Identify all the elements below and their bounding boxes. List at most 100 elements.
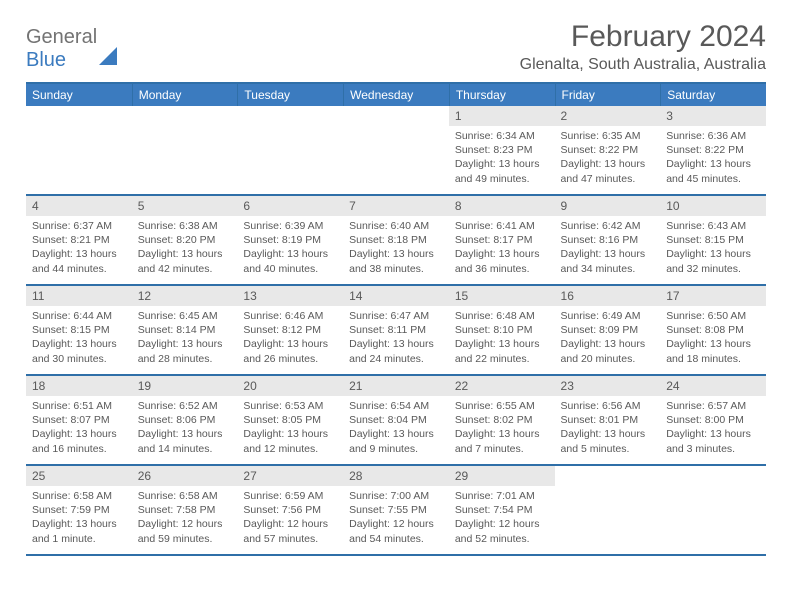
- day-number: 10: [660, 196, 766, 216]
- calendar-week-row: 1Sunrise: 6:34 AMSunset: 8:23 PMDaylight…: [26, 106, 766, 196]
- calendar-day-cell: 5Sunrise: 6:38 AMSunset: 8:20 PMDaylight…: [132, 196, 238, 286]
- day-body-empty: [660, 486, 766, 492]
- sunrise-line: Sunrise: 6:38 AM: [138, 219, 232, 233]
- day-body: Sunrise: 6:42 AMSunset: 8:16 PMDaylight:…: [555, 216, 661, 279]
- sunset-line: Sunset: 8:19 PM: [243, 233, 337, 247]
- daylight-line: Daylight: 13 hours and 1 minute.: [32, 517, 126, 545]
- sunset-line: Sunset: 8:15 PM: [666, 233, 760, 247]
- sunrise-line: Sunrise: 6:37 AM: [32, 219, 126, 233]
- calendar-day-cell: 7Sunrise: 6:40 AMSunset: 8:18 PMDaylight…: [343, 196, 449, 286]
- sunrise-line: Sunrise: 6:35 AM: [561, 129, 655, 143]
- daylight-line: Daylight: 13 hours and 12 minutes.: [243, 427, 337, 455]
- sunrise-line: Sunrise: 6:48 AM: [455, 309, 549, 323]
- sunrise-line: Sunrise: 6:43 AM: [666, 219, 760, 233]
- daylight-line: Daylight: 12 hours and 54 minutes.: [349, 517, 443, 545]
- weekday-header: Wednesday: [343, 84, 449, 106]
- calendar-day-cell: 20Sunrise: 6:53 AMSunset: 8:05 PMDayligh…: [237, 376, 343, 466]
- day-body: Sunrise: 6:37 AMSunset: 8:21 PMDaylight:…: [26, 216, 132, 279]
- sunrise-line: Sunrise: 6:44 AM: [32, 309, 126, 323]
- calendar-body: 1Sunrise: 6:34 AMSunset: 8:23 PMDaylight…: [26, 106, 766, 556]
- daylight-line: Daylight: 13 hours and 7 minutes.: [455, 427, 549, 455]
- weekday-header: Sunday: [26, 84, 132, 106]
- sunset-line: Sunset: 8:08 PM: [666, 323, 760, 337]
- sunrise-line: Sunrise: 6:36 AM: [666, 129, 760, 143]
- day-number: 6: [237, 196, 343, 216]
- sunset-line: Sunset: 8:06 PM: [138, 413, 232, 427]
- calendar-day-cell: [237, 106, 343, 196]
- day-body: Sunrise: 6:35 AMSunset: 8:22 PMDaylight:…: [555, 126, 661, 189]
- day-number-empty: [343, 106, 449, 126]
- daylight-line: Daylight: 13 hours and 45 minutes.: [666, 157, 760, 185]
- weekday-header: Saturday: [660, 84, 766, 106]
- day-number: 2: [555, 106, 661, 126]
- day-body-empty: [343, 126, 449, 132]
- day-number: 11: [26, 286, 132, 306]
- day-number: 14: [343, 286, 449, 306]
- calendar-day-cell: 11Sunrise: 6:44 AMSunset: 8:15 PMDayligh…: [26, 286, 132, 376]
- calendar-day-cell: 14Sunrise: 6:47 AMSunset: 8:11 PMDayligh…: [343, 286, 449, 376]
- sunset-line: Sunset: 8:16 PM: [561, 233, 655, 247]
- daylight-line: Daylight: 13 hours and 9 minutes.: [349, 427, 443, 455]
- day-body: Sunrise: 6:46 AMSunset: 8:12 PMDaylight:…: [237, 306, 343, 369]
- sunset-line: Sunset: 8:23 PM: [455, 143, 549, 157]
- daylight-line: Daylight: 13 hours and 20 minutes.: [561, 337, 655, 365]
- sunrise-line: Sunrise: 6:58 AM: [138, 489, 232, 503]
- calendar-day-cell: 4Sunrise: 6:37 AMSunset: 8:21 PMDaylight…: [26, 196, 132, 286]
- day-body: Sunrise: 6:52 AMSunset: 8:06 PMDaylight:…: [132, 396, 238, 459]
- daylight-line: Daylight: 13 hours and 28 minutes.: [138, 337, 232, 365]
- sunset-line: Sunset: 8:07 PM: [32, 413, 126, 427]
- day-body: Sunrise: 6:58 AMSunset: 7:58 PMDaylight:…: [132, 486, 238, 549]
- day-number: 24: [660, 376, 766, 396]
- calendar-day-cell: [26, 106, 132, 196]
- sunset-line: Sunset: 8:05 PM: [243, 413, 337, 427]
- day-body: Sunrise: 6:34 AMSunset: 8:23 PMDaylight:…: [449, 126, 555, 189]
- day-number: 17: [660, 286, 766, 306]
- day-number: 1: [449, 106, 555, 126]
- calendar-day-cell: 25Sunrise: 6:58 AMSunset: 7:59 PMDayligh…: [26, 466, 132, 556]
- day-body: Sunrise: 6:45 AMSunset: 8:14 PMDaylight:…: [132, 306, 238, 369]
- weekday-header: Thursday: [449, 84, 555, 106]
- sunset-line: Sunset: 8:04 PM: [349, 413, 443, 427]
- calendar-week-row: 25Sunrise: 6:58 AMSunset: 7:59 PMDayligh…: [26, 466, 766, 556]
- day-body: Sunrise: 6:40 AMSunset: 8:18 PMDaylight:…: [343, 216, 449, 279]
- sunrise-line: Sunrise: 6:34 AM: [455, 129, 549, 143]
- day-number: 29: [449, 466, 555, 486]
- day-number: 25: [26, 466, 132, 486]
- day-number: 21: [343, 376, 449, 396]
- sunset-line: Sunset: 8:18 PM: [349, 233, 443, 247]
- sunset-line: Sunset: 8:21 PM: [32, 233, 126, 247]
- sunrise-line: Sunrise: 6:45 AM: [138, 309, 232, 323]
- sunrise-line: Sunrise: 7:01 AM: [455, 489, 549, 503]
- calendar-header-row: SundayMondayTuesdayWednesdayThursdayFrid…: [26, 84, 766, 106]
- day-body: Sunrise: 6:41 AMSunset: 8:17 PMDaylight:…: [449, 216, 555, 279]
- calendar-day-cell: [132, 106, 238, 196]
- day-number: 22: [449, 376, 555, 396]
- daylight-line: Daylight: 13 hours and 14 minutes.: [138, 427, 232, 455]
- calendar-week-row: 4Sunrise: 6:37 AMSunset: 8:21 PMDaylight…: [26, 196, 766, 286]
- daylight-line: Daylight: 13 hours and 5 minutes.: [561, 427, 655, 455]
- calendar-day-cell: 9Sunrise: 6:42 AMSunset: 8:16 PMDaylight…: [555, 196, 661, 286]
- daylight-line: Daylight: 13 hours and 26 minutes.: [243, 337, 337, 365]
- sunrise-line: Sunrise: 6:57 AM: [666, 399, 760, 413]
- sunset-line: Sunset: 8:01 PM: [561, 413, 655, 427]
- brand-text: General Blue: [26, 26, 117, 72]
- daylight-line: Daylight: 13 hours and 18 minutes.: [666, 337, 760, 365]
- calendar-day-cell: 16Sunrise: 6:49 AMSunset: 8:09 PMDayligh…: [555, 286, 661, 376]
- calendar-day-cell: 10Sunrise: 6:43 AMSunset: 8:15 PMDayligh…: [660, 196, 766, 286]
- brand-part2: Blue: [26, 49, 66, 71]
- day-number-empty: [555, 466, 661, 486]
- page-header: General Blue February 2024 Glenalta, Sou…: [26, 20, 766, 74]
- day-number: 18: [26, 376, 132, 396]
- day-body: Sunrise: 6:56 AMSunset: 8:01 PMDaylight:…: [555, 396, 661, 459]
- calendar-page: General Blue February 2024 Glenalta, Sou…: [0, 0, 792, 612]
- calendar-day-cell: [555, 466, 661, 556]
- calendar-day-cell: 22Sunrise: 6:55 AMSunset: 8:02 PMDayligh…: [449, 376, 555, 466]
- calendar-day-cell: 21Sunrise: 6:54 AMSunset: 8:04 PMDayligh…: [343, 376, 449, 466]
- day-body: Sunrise: 6:59 AMSunset: 7:56 PMDaylight:…: [237, 486, 343, 549]
- calendar-day-cell: 24Sunrise: 6:57 AMSunset: 8:00 PMDayligh…: [660, 376, 766, 466]
- daylight-line: Daylight: 13 hours and 40 minutes.: [243, 247, 337, 275]
- daylight-line: Daylight: 13 hours and 16 minutes.: [32, 427, 126, 455]
- calendar-day-cell: 15Sunrise: 6:48 AMSunset: 8:10 PMDayligh…: [449, 286, 555, 376]
- title-block: February 2024 Glenalta, South Australia,…: [520, 20, 766, 74]
- sunrise-line: Sunrise: 7:00 AM: [349, 489, 443, 503]
